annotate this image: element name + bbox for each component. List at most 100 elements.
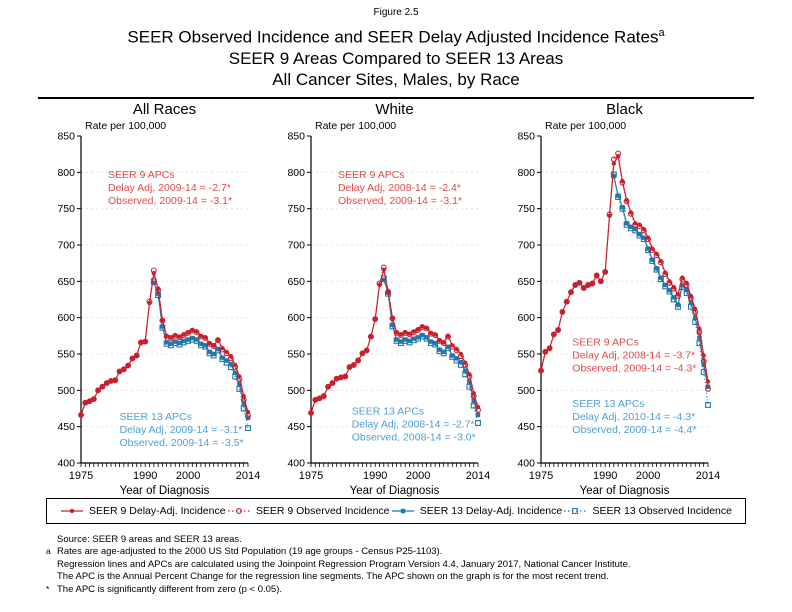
svg-text:Rate per 100,000: Rate per 100,000 — [85, 120, 166, 132]
svg-text:1975: 1975 — [529, 470, 553, 482]
black-chart: 400 450 500 550 600 650 700 750 800 850 1975 1990 20… — [517, 120, 720, 497]
legend-label: SEER 13 Delay-Adj. Incidence — [419, 504, 563, 517]
legend-label: SEER 9 Observed Incidence — [255, 504, 390, 517]
svg-text:400: 400 — [57, 457, 75, 469]
footnote-marker — [46, 533, 57, 546]
seer9-delay-adj-marker-icon — [60, 505, 84, 517]
svg-text:Year of Diagnosis: Year of Diagnosis — [580, 485, 670, 497]
svg-text:800: 800 — [287, 166, 305, 178]
svg-text:550: 550 — [517, 348, 535, 360]
footnote-marker: a — [46, 546, 51, 557]
figure-title-superscript: a — [658, 27, 665, 39]
svg-text:750: 750 — [517, 203, 535, 215]
figure-title-text: SEER Observed Incidence and SEER Delay A… — [127, 27, 659, 47]
svg-text:450: 450 — [57, 421, 75, 433]
chart-panel-all-races: All Races 400 450 500 550 600 650 700 750 800 850… — [43, 100, 273, 497]
svg-text:1990: 1990 — [133, 470, 157, 482]
legend-item-seer9-delay-adj: SEER 9 Delay-Adj. Incidence — [60, 505, 226, 517]
svg-text:500: 500 — [287, 384, 305, 396]
legend-item-seer13-observed: SEER 13 Observed Incidence — [563, 505, 732, 517]
svg-text:Observed, 2009-14 = -4.4*: Observed, 2009-14 = -4.4* — [572, 424, 696, 436]
svg-text:SEER 13 APCs: SEER 13 APCs — [120, 411, 192, 423]
footnote-text: Source: SEER 9 areas and SEER 13 areas. — [57, 533, 242, 545]
footnote-row: a Rates are age-adjusted to the 2000 US S… — [46, 546, 792, 559]
svg-text:2000: 2000 — [636, 470, 660, 482]
footnote-marker: * — [46, 583, 50, 594]
svg-text:Observed, 2009-14 = -3.1*: Observed, 2009-14 = -3.1* — [338, 195, 462, 207]
figure-title: SEER Observed Incidence and SEER Delay A… — [0, 23, 792, 48]
svg-text:2000: 2000 — [176, 470, 200, 482]
svg-text:650: 650 — [517, 275, 535, 287]
title-divider — [38, 96, 754, 99]
footnote-text: The APC is the Annual Percent Change for… — [57, 571, 609, 583]
svg-text:Delay Adj, 2008-14 = -3.7*: Delay Adj, 2008-14 = -3.7* — [572, 349, 695, 361]
legend-label: SEER 13 Observed Incidence — [592, 504, 732, 517]
svg-text:850: 850 — [287, 130, 305, 142]
svg-text:550: 550 — [287, 348, 305, 360]
svg-text:650: 650 — [57, 275, 75, 287]
svg-text:500: 500 — [57, 384, 75, 396]
svg-text:2014: 2014 — [236, 470, 260, 482]
svg-text:Rate per 100,000: Rate per 100,000 — [545, 120, 626, 132]
footnote-text: The APC is significantly different from … — [57, 583, 283, 595]
svg-text:850: 850 — [57, 130, 75, 142]
figure-subtitle-areas: SEER 9 Areas Compared to SEER 13 Areas — [228, 48, 564, 68]
svg-text:600: 600 — [287, 312, 305, 324]
footnote-row: Regression lines and APCs are calculated… — [46, 559, 792, 572]
svg-text:Delay Adj, 2009-14 = -2.7*: Delay Adj, 2009-14 = -2.7* — [108, 182, 231, 194]
svg-text:Observed, 2009-14 = -3.5*: Observed, 2009-14 = -3.5* — [120, 437, 244, 449]
svg-text:600: 600 — [57, 312, 75, 324]
seer13-delay-adj-marker-icon — [391, 505, 415, 517]
svg-text:1975: 1975 — [69, 470, 93, 482]
svg-text:450: 450 — [287, 421, 305, 433]
all-races-chart: 400 450 500 550 600 650 700 750 800 850 1975 1990 20… — [57, 120, 260, 497]
svg-text:600: 600 — [517, 312, 535, 324]
svg-text:Year of Diagnosis: Year of Diagnosis — [120, 485, 210, 497]
legend-label: SEER 9 Delay-Adj. Incidence — [89, 504, 226, 517]
svg-text:Delay Adj, 2009-14 = -3.1*: Delay Adj, 2009-14 = -3.1* — [120, 424, 243, 436]
chart-panels: All Races 400 450 500 550 600 650 700 750 800 850… — [43, 100, 792, 497]
svg-text:Rate per 100,000: Rate per 100,000 — [315, 120, 396, 132]
white-chart: 400 450 500 550 600 650 700 750 800 850 1975 1990 20… — [287, 120, 490, 497]
panel-title-white: White — [375, 100, 414, 118]
svg-text:SEER 13 APCs: SEER 13 APCs — [572, 398, 644, 410]
svg-text:Observed, 2009-14 = -4.3*: Observed, 2009-14 = -4.3* — [572, 362, 696, 374]
svg-text:Observed, 2008-14 = -3.0*: Observed, 2008-14 = -3.0* — [352, 431, 476, 443]
legend: SEER 9 Delay-Adj. Incidence SEER 9 Observ… — [46, 497, 746, 524]
figure-subtitle-sites: All Cancer Sites, Males, by Race — [272, 69, 520, 89]
svg-text:500: 500 — [517, 384, 535, 396]
svg-text:Delay Adj, 2008-14 = -2.4*: Delay Adj, 2008-14 = -2.4* — [338, 182, 461, 194]
svg-text:2014: 2014 — [696, 470, 720, 482]
svg-text:Delay Adj, 2010-14 = -4.3*: Delay Adj, 2010-14 = -4.3* — [572, 411, 695, 423]
svg-text:SEER 9 APCs: SEER 9 APCs — [572, 336, 639, 348]
svg-text:750: 750 — [57, 203, 75, 215]
legend-item-seer9-observed: SEER 9 Observed Incidence — [227, 505, 390, 517]
footnote-row: The APC is the Annual Percent Change for… — [46, 571, 792, 584]
panel-title-black: Black — [606, 100, 643, 118]
svg-text:SEER 13 APCs: SEER 13 APCs — [352, 405, 424, 417]
svg-text:SEER 9 APCs: SEER 9 APCs — [338, 169, 405, 181]
chart-panel-black: Black 400 450 500 550 600 650 700 750 800 850 1975… — [503, 100, 733, 497]
legend-item-seer13-delay-adj: SEER 13 Delay-Adj. Incidence — [391, 505, 562, 517]
svg-text:1990: 1990 — [363, 470, 387, 482]
svg-text:550: 550 — [57, 348, 75, 360]
figure-label: Figure 2.5 — [373, 7, 419, 18]
svg-text:700: 700 — [287, 239, 305, 251]
svg-text:1990: 1990 — [593, 470, 617, 482]
svg-text:450: 450 — [517, 421, 535, 433]
footnotes: Source: SEER 9 areas and SEER 13 areas. a… — [46, 534, 792, 597]
svg-text:750: 750 — [287, 203, 305, 215]
svg-text:SEER 9 APCs: SEER 9 APCs — [108, 169, 175, 181]
panel-title-all-races: All Races — [132, 100, 197, 118]
svg-text:650: 650 — [287, 275, 305, 287]
svg-text:2000: 2000 — [406, 470, 430, 482]
footnote-marker — [46, 558, 57, 571]
svg-text:800: 800 — [57, 166, 75, 178]
svg-text:700: 700 — [517, 239, 535, 251]
seer13-observed-marker-icon — [563, 505, 587, 517]
svg-text:850: 850 — [517, 130, 535, 142]
footnote-text: Regression lines and APCs are calculated… — [57, 558, 631, 570]
svg-text:Year of Diagnosis: Year of Diagnosis — [350, 485, 440, 497]
svg-text:Delay Adj, 2008-14 = -2.7*: Delay Adj, 2008-14 = -2.7* — [352, 418, 475, 430]
